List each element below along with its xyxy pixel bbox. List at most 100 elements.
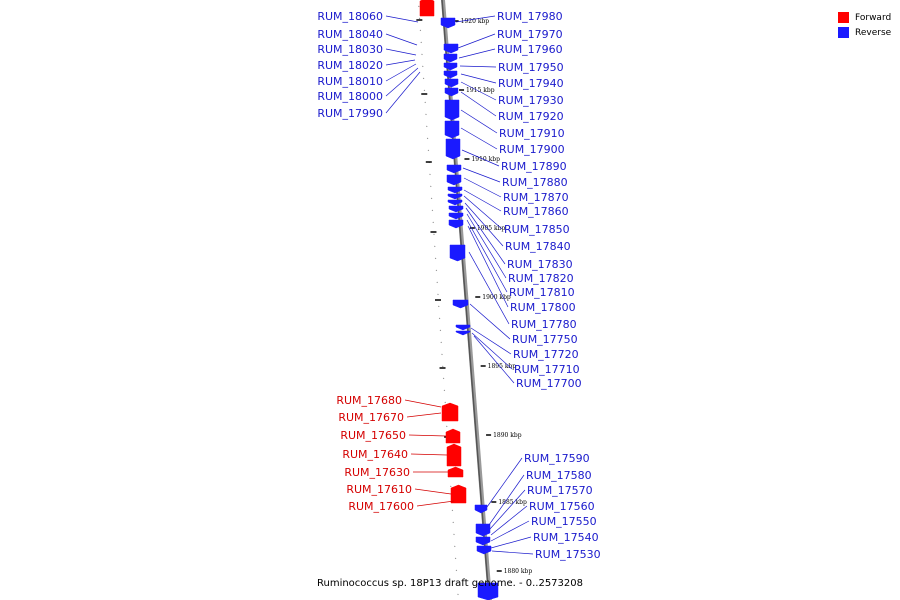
gene-label-rum-17990: RUM_17990 — [317, 107, 383, 120]
scale-label: 1920 kbp — [461, 18, 490, 25]
label-connector — [469, 303, 511, 340]
label-connector — [463, 189, 502, 212]
label-connector — [488, 474, 525, 526]
gene-reverse-11 — [446, 174, 462, 186]
gene-label-rum-17960: RUM_17960 — [497, 43, 563, 56]
gene-label-rum-17530: RUM_17530 — [535, 548, 601, 561]
guide-dot — [424, 101, 426, 104]
gene-label-rum-17650: RUM_17650 — [340, 429, 406, 442]
guide-dot — [451, 509, 454, 512]
gene-label-rum-17720: RUM_17720 — [513, 348, 579, 361]
gene-reverse-1 — [443, 43, 459, 54]
gene-forward-3 — [447, 466, 464, 478]
label-connector — [490, 536, 532, 549]
label-connector — [385, 59, 416, 66]
gene-reverse-16 — [448, 212, 464, 220]
guide-dot — [420, 41, 422, 44]
label-connector — [460, 127, 498, 150]
guide-dot — [435, 269, 438, 272]
label-connector — [460, 73, 497, 84]
gene-reverse-15 — [448, 205, 464, 213]
gene-label-rum-17710: RUM_17710 — [514, 363, 580, 376]
gene-label-rum-17540: RUM_17540 — [533, 531, 599, 544]
gene-label-rum-17950: RUM_17950 — [498, 61, 564, 74]
guide-dot — [429, 173, 431, 176]
label-connector — [489, 489, 526, 530]
label-connector — [414, 488, 452, 495]
gene-label-rum-17880: RUM_17880 — [502, 176, 568, 189]
gene-forward-1 — [445, 428, 461, 444]
label-connector — [385, 67, 419, 97]
legend-forward-label: Forward — [855, 12, 892, 23]
label-connector — [460, 91, 497, 117]
gene-reverse-26 — [477, 582, 499, 600]
guide-dot — [434, 257, 437, 260]
label-connector — [385, 48, 417, 56]
guide-dot — [430, 197, 433, 200]
gene-reverse-23 — [475, 523, 491, 537]
label-connector — [467, 225, 509, 308]
guide-dot — [442, 365, 444, 368]
gene-reverse-12 — [447, 186, 463, 194]
guide-dot — [430, 185, 432, 188]
gene-label-rum-17590: RUM_17590 — [524, 452, 590, 465]
label-connector — [385, 15, 419, 23]
gene-label-rum-17570: RUM_17570 — [527, 484, 593, 497]
gene-label-rum-17980: RUM_17980 — [497, 10, 563, 23]
gene-label-rum-17560: RUM_17560 — [529, 500, 595, 513]
label-connector — [462, 167, 501, 183]
guide-dot — [440, 341, 442, 344]
gene-label-rum-17940: RUM_17940 — [498, 77, 564, 90]
label-connector — [491, 550, 534, 555]
label-connector — [465, 207, 506, 265]
guide-dot — [455, 569, 458, 572]
guide-dot — [456, 581, 458, 584]
gene-reverse-10 — [446, 164, 462, 174]
gene-reverse-25 — [476, 545, 492, 555]
label-connector — [466, 219, 508, 293]
scale-label: 1890 kbp — [493, 432, 522, 439]
guide-dot — [453, 533, 455, 536]
legend-forward: Forward — [838, 10, 891, 25]
gene-reverse-9 — [445, 138, 461, 160]
guide-dot — [454, 557, 457, 560]
guide-dot — [423, 89, 426, 92]
guide-dot — [434, 245, 436, 248]
label-connector — [460, 109, 498, 134]
gene-forward-2 — [446, 443, 462, 467]
gene-label-rum-17840: RUM_17840 — [505, 240, 571, 253]
gene-label-rum-17900: RUM_17900 — [499, 143, 565, 156]
guide-dot — [452, 521, 454, 524]
gene-reverse-24 — [475, 536, 491, 546]
scale-label: 1915 kbp — [466, 87, 495, 94]
gene-label-rum-17700: RUM_17700 — [516, 377, 582, 390]
gene-reverse-19 — [452, 299, 469, 309]
gene-label-rum-17550: RUM_17550 — [531, 515, 597, 528]
gene-label-rum-18010: RUM_18010 — [317, 75, 383, 88]
gene-reverse-4 — [443, 70, 458, 79]
gene-label-rum-17610: RUM_17610 — [346, 483, 412, 496]
gene-label-rum-17640: RUM_17640 — [342, 448, 408, 461]
scale-label: 1910 kbp — [471, 156, 500, 163]
guide-dot — [427, 149, 430, 152]
gene-label-rum-17970: RUM_17970 — [497, 28, 563, 41]
guide-dot — [425, 113, 427, 116]
guide-dot — [433, 233, 435, 236]
guide-dot — [436, 281, 438, 284]
gene-label-rum-17800: RUM_17800 — [510, 301, 576, 314]
guide-dot — [422, 77, 425, 80]
guide-dot — [438, 317, 441, 320]
guide-dot — [454, 545, 456, 548]
label-connector — [463, 177, 502, 198]
label-connector — [464, 202, 504, 247]
guide-dot — [419, 29, 422, 32]
label-connector — [459, 65, 497, 68]
gene-label-rum-17600: RUM_17600 — [348, 500, 414, 513]
guide-dot — [446, 425, 448, 428]
guide-dot — [438, 305, 440, 308]
gene-label-rum-17830: RUM_17830 — [507, 258, 573, 271]
gene-reverse-8 — [444, 120, 460, 139]
label-connector — [404, 399, 442, 408]
gene-label-rum-18030: RUM_18030 — [317, 43, 383, 56]
